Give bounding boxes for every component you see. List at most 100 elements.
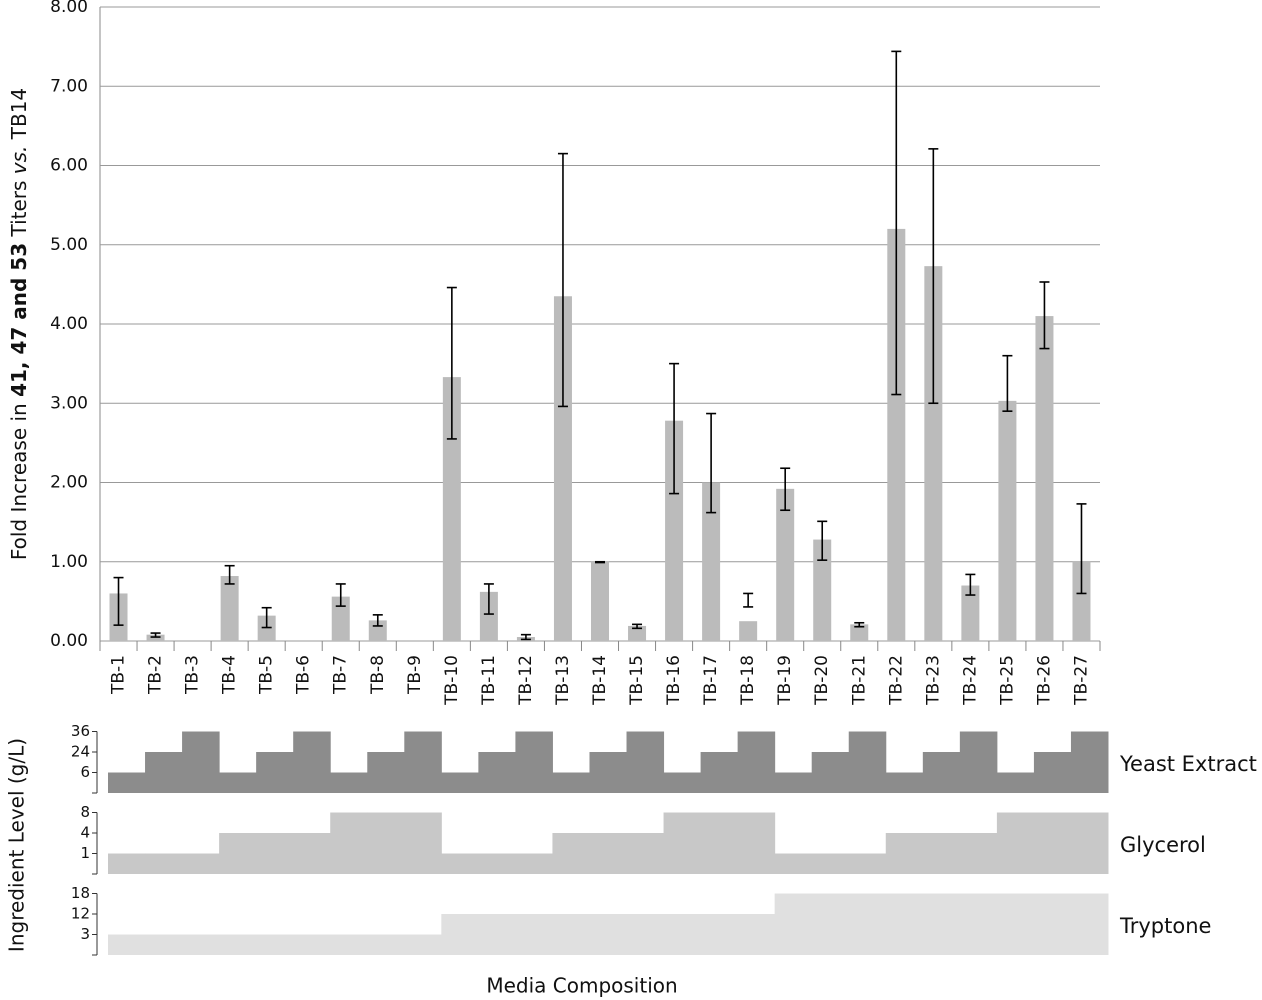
ingredient-step	[293, 833, 331, 874]
ingredient-step	[367, 812, 405, 874]
ingredient-step	[774, 893, 813, 955]
bar	[665, 420, 684, 641]
y-label-part: TB14	[7, 88, 31, 146]
x-axis-label: Media Composition	[486, 974, 677, 998]
error-bar	[669, 362, 680, 495]
ingredient-step	[848, 893, 887, 955]
ingredient-step	[515, 914, 553, 955]
ingredient-step	[589, 914, 628, 955]
ingredient-step	[441, 772, 479, 793]
x-tick-label: TB-26	[1034, 655, 1054, 706]
bar	[961, 585, 980, 641]
y-tick-label: 7.00	[50, 76, 88, 96]
error-bar	[150, 632, 161, 638]
ingredient-step	[515, 731, 553, 793]
error-bar	[483, 583, 494, 615]
error-bar	[113, 576, 124, 626]
error-bar	[706, 412, 717, 514]
ingredient-step	[293, 934, 331, 955]
error-bar	[891, 50, 902, 396]
y-label-part: vs.	[7, 146, 31, 175]
ingredient-step	[737, 731, 776, 793]
panel-tick-label: 6	[80, 763, 90, 781]
ingredient-step	[256, 833, 294, 874]
ingredient-step	[1033, 752, 1072, 793]
ingredient-step	[552, 772, 590, 793]
ingredient-axis-label: Ingredient Level (g/L)	[5, 738, 29, 952]
y-tick-label: 1.00	[50, 552, 88, 572]
y-axis-label: Fold Increase in 41, 47 and 53 Titers vs…	[7, 88, 31, 560]
ingredient-step	[256, 934, 294, 955]
ingredient-step	[848, 731, 887, 793]
y-label-part: 41, 47 and 53	[7, 243, 31, 397]
ingredient-step	[182, 731, 220, 793]
x-tick-label: TB-11	[479, 655, 499, 706]
ingredient-step	[774, 772, 813, 793]
ingredient-step	[737, 812, 776, 874]
ingredient-name: Yeast Extract	[1119, 752, 1257, 776]
x-tick-label: TB-5	[257, 655, 277, 695]
bar	[924, 266, 943, 641]
y-label-part: Titers	[7, 174, 31, 243]
ingredient-step	[367, 752, 405, 793]
error-bar	[335, 583, 346, 607]
bar	[442, 377, 461, 641]
x-tick-label: TB-19	[775, 655, 795, 706]
ingredient-step	[145, 752, 183, 793]
x-tick-label: TB-17	[701, 655, 721, 706]
y-label-part: Fold Increase in	[7, 397, 31, 560]
ingredient-step	[663, 772, 702, 793]
x-tick-label: TB-10	[442, 655, 462, 706]
ingredient-step	[330, 934, 368, 955]
ingredient-step	[182, 934, 220, 955]
y-tick-label: 4.00	[50, 314, 88, 334]
error-bar	[817, 520, 828, 561]
bar	[1035, 316, 1054, 641]
ingredient-step	[219, 833, 257, 874]
error-bar	[1002, 354, 1013, 412]
panel-tick-label: 3	[80, 925, 90, 943]
ingredient-step	[885, 893, 924, 955]
panel-tick-label: 1	[80, 844, 90, 862]
error-bar	[632, 623, 643, 630]
ingredient-step	[404, 934, 442, 955]
error-bar	[965, 573, 976, 596]
ingredient-step	[478, 853, 516, 874]
ingredient-step	[663, 812, 702, 874]
ingredient-step	[700, 812, 739, 874]
ingredient-step	[1070, 812, 1109, 874]
ingredient-step	[996, 772, 1035, 793]
error-bar	[557, 152, 568, 408]
ingredient-step	[1033, 812, 1072, 874]
y-tick-label: 8.00	[50, 0, 88, 17]
x-tick-label: TB-13	[553, 655, 573, 706]
ingredient-step	[145, 934, 183, 955]
ingredient-step	[922, 833, 961, 874]
ingredient-step	[219, 934, 257, 955]
ingredient-step	[552, 833, 590, 874]
x-tick-label: TB-24	[960, 655, 980, 706]
x-tick-label: TB-25	[997, 655, 1017, 706]
ingredient-step	[330, 772, 368, 793]
x-tick-label: TB-4	[220, 655, 240, 695]
ingredient-step	[922, 893, 961, 955]
y-tick-label: 5.00	[50, 235, 88, 255]
bar	[739, 621, 758, 641]
ingredient-step	[515, 853, 553, 874]
x-tick-label: TB-15	[627, 655, 647, 706]
bar	[553, 296, 572, 641]
x-tick-label: TB-6	[294, 655, 314, 695]
error-bar	[780, 467, 791, 512]
ingredient-step	[108, 934, 146, 955]
y-tick-label: 0.00	[50, 631, 88, 651]
ingredient-step	[848, 853, 887, 874]
ingredient-step	[626, 833, 665, 874]
y-tick-label: 6.00	[50, 156, 88, 176]
error-bar	[1039, 281, 1050, 350]
bar	[220, 576, 239, 641]
bar	[331, 596, 350, 641]
ingredient-step	[811, 752, 850, 793]
error-bar	[372, 614, 383, 627]
bar	[1072, 561, 1091, 641]
ingredient-step	[663, 914, 702, 955]
